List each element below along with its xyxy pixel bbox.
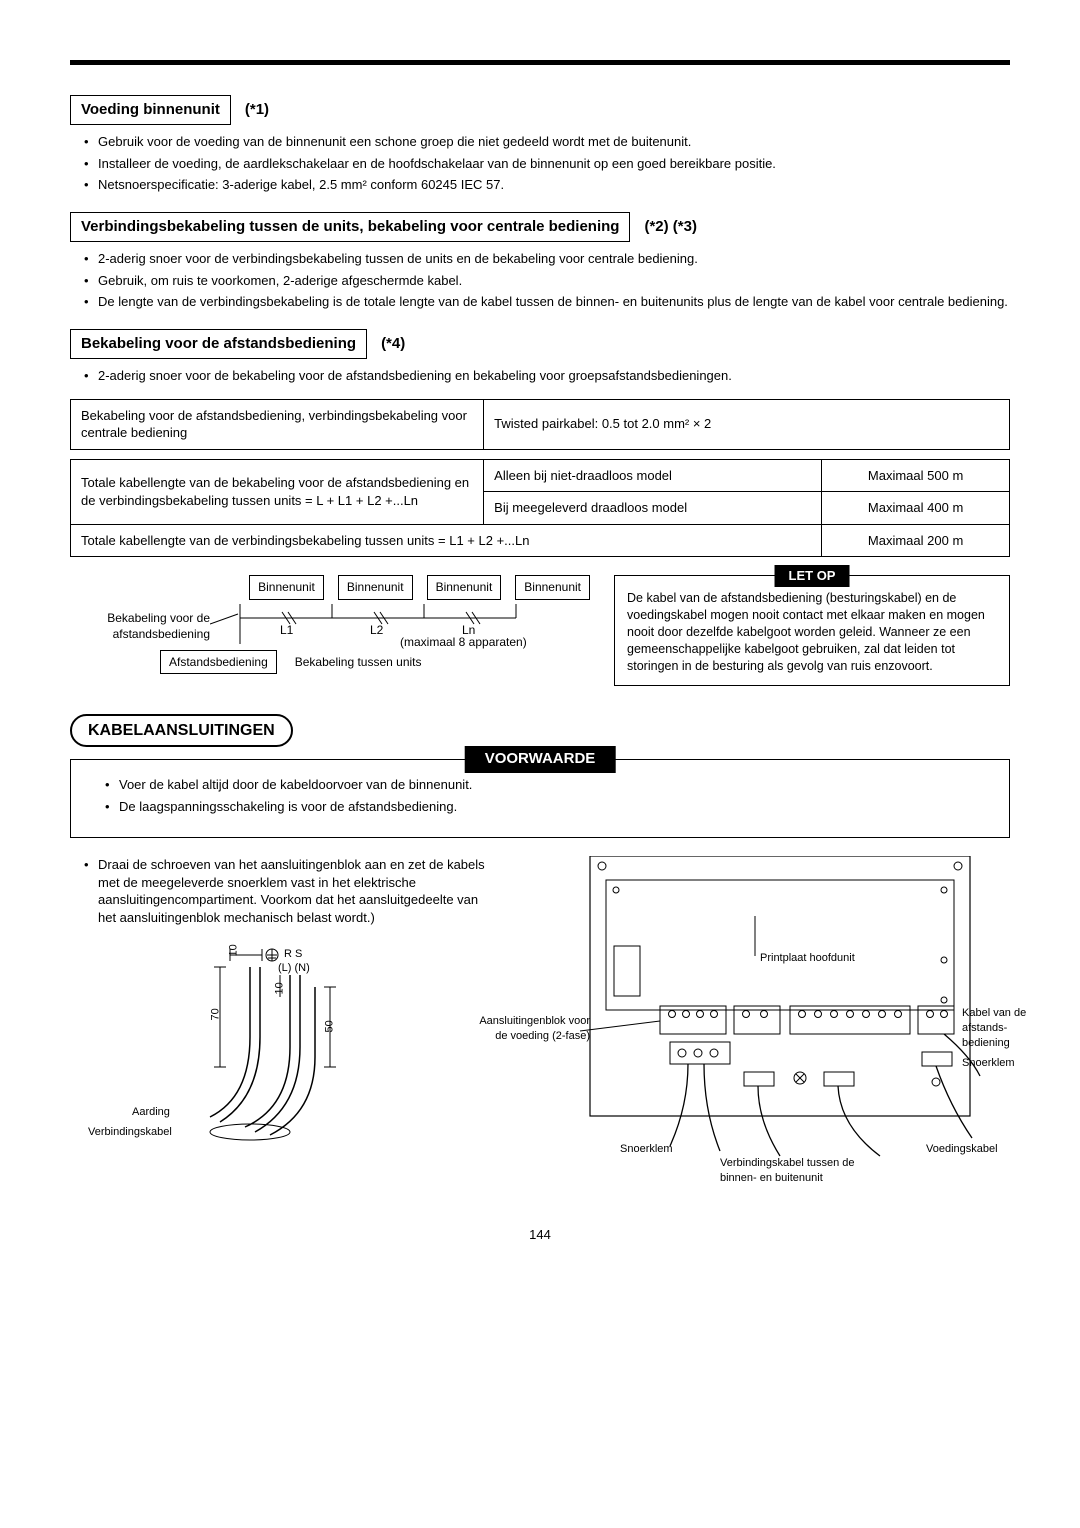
sec1-bullets: Gebruik voor de voeding van de binnenuni… bbox=[70, 133, 1010, 194]
dim-10b: 10 bbox=[273, 982, 288, 994]
voedingskabel-label: Voedingskabel bbox=[926, 1142, 998, 1157]
top-rule bbox=[70, 60, 1010, 65]
vw-b1: Voer de kabel altijd door de kabeldoorvo… bbox=[105, 776, 989, 794]
l1-label: L1 bbox=[280, 622, 293, 638]
between-units-label: Bekabeling tussen units bbox=[295, 654, 422, 670]
lower-para: Draai de schroeven van het aansluitingen… bbox=[84, 856, 490, 926]
sec1-header: Voeding binnenunit (*1) bbox=[70, 95, 1010, 125]
bottom-boxes: Afstandsbediening Bekabeling tussen unit… bbox=[70, 650, 590, 674]
wire-diagram-left: 10 R S (L) (N) 70 10 50 Aarding Verbindi… bbox=[70, 947, 490, 1167]
t-r2c3b: Maximaal 400 m bbox=[822, 492, 1010, 525]
spec-table: Bekabeling voor de afstandsbediening, ve… bbox=[70, 399, 1010, 558]
diagram-row: Binnenunit Binnenunit Binnenunit Binnenu… bbox=[70, 575, 1010, 685]
under-units: Bekabeling voor de afstandsbediening L1 … bbox=[70, 604, 590, 644]
sec3-b1: 2-aderig snoer voor de bekabeling voor d… bbox=[84, 367, 1010, 385]
letop-panel: LET OP De kabel van de afstandsbediening… bbox=[614, 575, 1010, 685]
lower-row: Draai de schroeven van het aansluitingen… bbox=[70, 856, 1010, 1196]
lower-left: Draai de schroeven van het aansluitingen… bbox=[70, 856, 490, 1166]
table-row: Totale kabellengte van de bekabeling voo… bbox=[71, 459, 1010, 492]
t-r1c1: Bekabeling voor de afstandsbediening, ve… bbox=[71, 399, 484, 449]
units-row: Binnenunit Binnenunit Binnenunit Binnenu… bbox=[70, 575, 590, 599]
sec2-b2: Gebruik, om ruis te voorkomen, 2-aderige… bbox=[84, 272, 1010, 290]
vw-b2: De laagspanningsschakeling is voor de af… bbox=[105, 798, 989, 816]
sec3-suffix: (*4) bbox=[381, 334, 405, 354]
table-row: Totale kabellengte van de verbindingsbek… bbox=[71, 524, 1010, 557]
lower-bullet: Draai de schroeven van het aansluitingen… bbox=[70, 856, 490, 926]
left-svg bbox=[150, 947, 450, 1147]
unit-box: Binnenunit bbox=[515, 575, 590, 599]
snoerklem2-label: Snoerklem bbox=[620, 1142, 673, 1157]
voorwaarde-bullets: Voer de kabel altijd door de kabeldoorvo… bbox=[91, 776, 989, 815]
t-r2c3a: Bij meegeleverd draadloos model bbox=[484, 492, 822, 525]
sec1-suffix: (*1) bbox=[245, 100, 269, 120]
kabel-afstand-label: Kabel van de afstands-bediening bbox=[962, 1006, 1052, 1051]
page-number: 144 bbox=[70, 1226, 1010, 1244]
sec3-bullets: 2-aderig snoer voor de bekabeling voor d… bbox=[70, 367, 1010, 385]
verbkabel-label: Verbindingskabel bbox=[88, 1125, 172, 1140]
sec1-b3: Netsnoerspecificatie: 3-aderige kabel, 2… bbox=[84, 176, 1010, 194]
sec2-b3: De lengte van de verbindingsbekabeling i… bbox=[84, 293, 1010, 311]
snoerklem-label: Snoerklem bbox=[962, 1056, 1015, 1071]
voorwaarde-box: VOORWAARDE Voer de kabel altijd door de … bbox=[70, 759, 1010, 838]
aarding-label: Aarding bbox=[132, 1105, 170, 1120]
right-svg bbox=[520, 856, 990, 1186]
unit-diagram: Binnenunit Binnenunit Binnenunit Binnenu… bbox=[70, 575, 590, 673]
ln-label2: (L) (N) bbox=[278, 961, 310, 976]
sec3-header: Bekabeling voor de afstandsbediening (*4… bbox=[70, 329, 1010, 359]
sec2-bullets: 2-aderig snoer voor de verbindingsbekabe… bbox=[70, 250, 1010, 311]
unit-box: Binnenunit bbox=[427, 575, 502, 599]
remote-wiring-label: Bekabeling voor de afstandsbediening bbox=[60, 610, 210, 642]
verbind-bb-label: Verbindingskabel tussen de binnen- en bu… bbox=[720, 1156, 890, 1186]
max-note: (maximaal 8 apparaten) bbox=[400, 634, 527, 650]
t-r2c2a: Alleen bij niet-draadloos model bbox=[484, 459, 822, 492]
sec2-suffix: (*2) (*3) bbox=[644, 217, 697, 237]
dim-10a: 10 bbox=[227, 944, 242, 956]
sec3-title: Bekabeling voor de afstandsbediening bbox=[70, 329, 367, 359]
letop-text: De kabel van de afstandsbediening (bestu… bbox=[627, 590, 997, 674]
l2-label: L2 bbox=[370, 622, 383, 638]
table-row: Bekabeling voor de afstandsbediening, ve… bbox=[71, 399, 1010, 449]
unit-box: Binnenunit bbox=[249, 575, 324, 599]
sec2-header: Verbindingsbekabeling tussen de units, b… bbox=[70, 212, 1010, 242]
afstand-box: Afstandsbediening bbox=[160, 650, 277, 674]
t-r1c2: Twisted pairkabel: 0.5 tot 2.0 mm² × 2 bbox=[484, 399, 1010, 449]
unit-box: Binnenunit bbox=[338, 575, 413, 599]
t-r2c1: Totale kabellengte van de bekabeling voo… bbox=[71, 459, 484, 524]
sec2-title: Verbindingsbekabeling tussen de units, b… bbox=[70, 212, 630, 242]
rs-label: R S bbox=[284, 947, 302, 962]
sec1-b2: Installeer de voeding, de aardlekschakel… bbox=[84, 155, 1010, 173]
sec1-b1: Gebruik voor de voeding van de binnenuni… bbox=[84, 133, 1010, 151]
t-r3c2: Maximaal 200 m bbox=[822, 524, 1010, 557]
wire-diagram-right: Printplaat hoofdunit Aansluitingenblok v… bbox=[520, 856, 1010, 1196]
dim-70: 70 bbox=[209, 1008, 224, 1020]
dim-50: 50 bbox=[323, 1020, 338, 1032]
t-r2c2b: Maximaal 500 m bbox=[822, 459, 1010, 492]
aansluit-label: Aansluitingenblok voor de voeding (2-fas… bbox=[470, 1014, 590, 1044]
kabel-title: KABELAANSLUITINGEN bbox=[70, 714, 293, 748]
t-r3c1: Totale kabellengte van de verbindingsbek… bbox=[71, 524, 822, 557]
voorwaarde-badge: VOORWAARDE bbox=[465, 746, 616, 772]
letop-badge: LET OP bbox=[775, 565, 850, 587]
sec1-title: Voeding binnenunit bbox=[70, 95, 231, 125]
sec2-b1: 2-aderig snoer voor de verbindingsbekabe… bbox=[84, 250, 1010, 268]
printplaat-label: Printplaat hoofdunit bbox=[760, 951, 855, 966]
